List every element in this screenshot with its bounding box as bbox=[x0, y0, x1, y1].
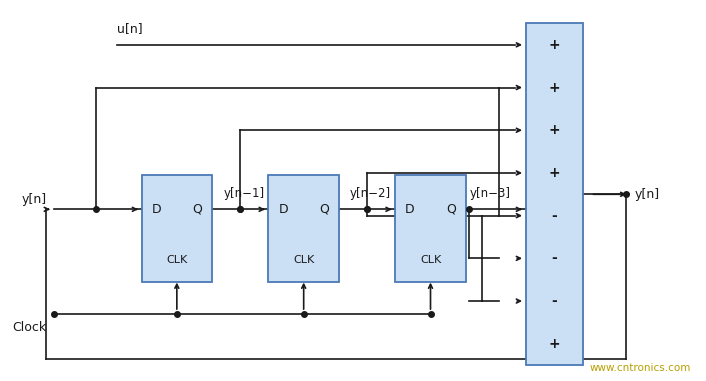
Text: Q: Q bbox=[446, 203, 456, 216]
Text: y[n−1]: y[n−1] bbox=[223, 187, 264, 200]
Text: CLK: CLK bbox=[293, 255, 314, 265]
Text: CLK: CLK bbox=[166, 255, 188, 265]
Text: u[n]: u[n] bbox=[117, 22, 143, 35]
Bar bbox=[395, 175, 466, 282]
Text: -: - bbox=[551, 209, 558, 223]
Bar bbox=[526, 24, 583, 365]
Bar bbox=[268, 175, 339, 282]
Text: Clock: Clock bbox=[13, 321, 47, 334]
Text: D: D bbox=[405, 203, 414, 216]
Bar bbox=[142, 175, 212, 282]
Text: y[n−2]: y[n−2] bbox=[350, 187, 391, 200]
Text: +: + bbox=[549, 166, 561, 180]
Text: Q: Q bbox=[192, 203, 202, 216]
Text: Q: Q bbox=[319, 203, 329, 216]
Text: D: D bbox=[278, 203, 288, 216]
Text: -: - bbox=[551, 294, 558, 308]
Text: +: + bbox=[549, 123, 561, 137]
Text: +: + bbox=[549, 38, 561, 52]
Text: -: - bbox=[551, 251, 558, 265]
Text: www.cntronics.com: www.cntronics.com bbox=[590, 363, 691, 373]
Text: y[n]: y[n] bbox=[635, 188, 660, 201]
Text: y[n−3]: y[n−3] bbox=[470, 187, 511, 200]
Text: CLK: CLK bbox=[420, 255, 441, 265]
Text: +: + bbox=[549, 337, 561, 351]
Text: +: + bbox=[549, 80, 561, 94]
Text: D: D bbox=[152, 203, 161, 216]
Text: y[n]: y[n] bbox=[21, 192, 47, 205]
